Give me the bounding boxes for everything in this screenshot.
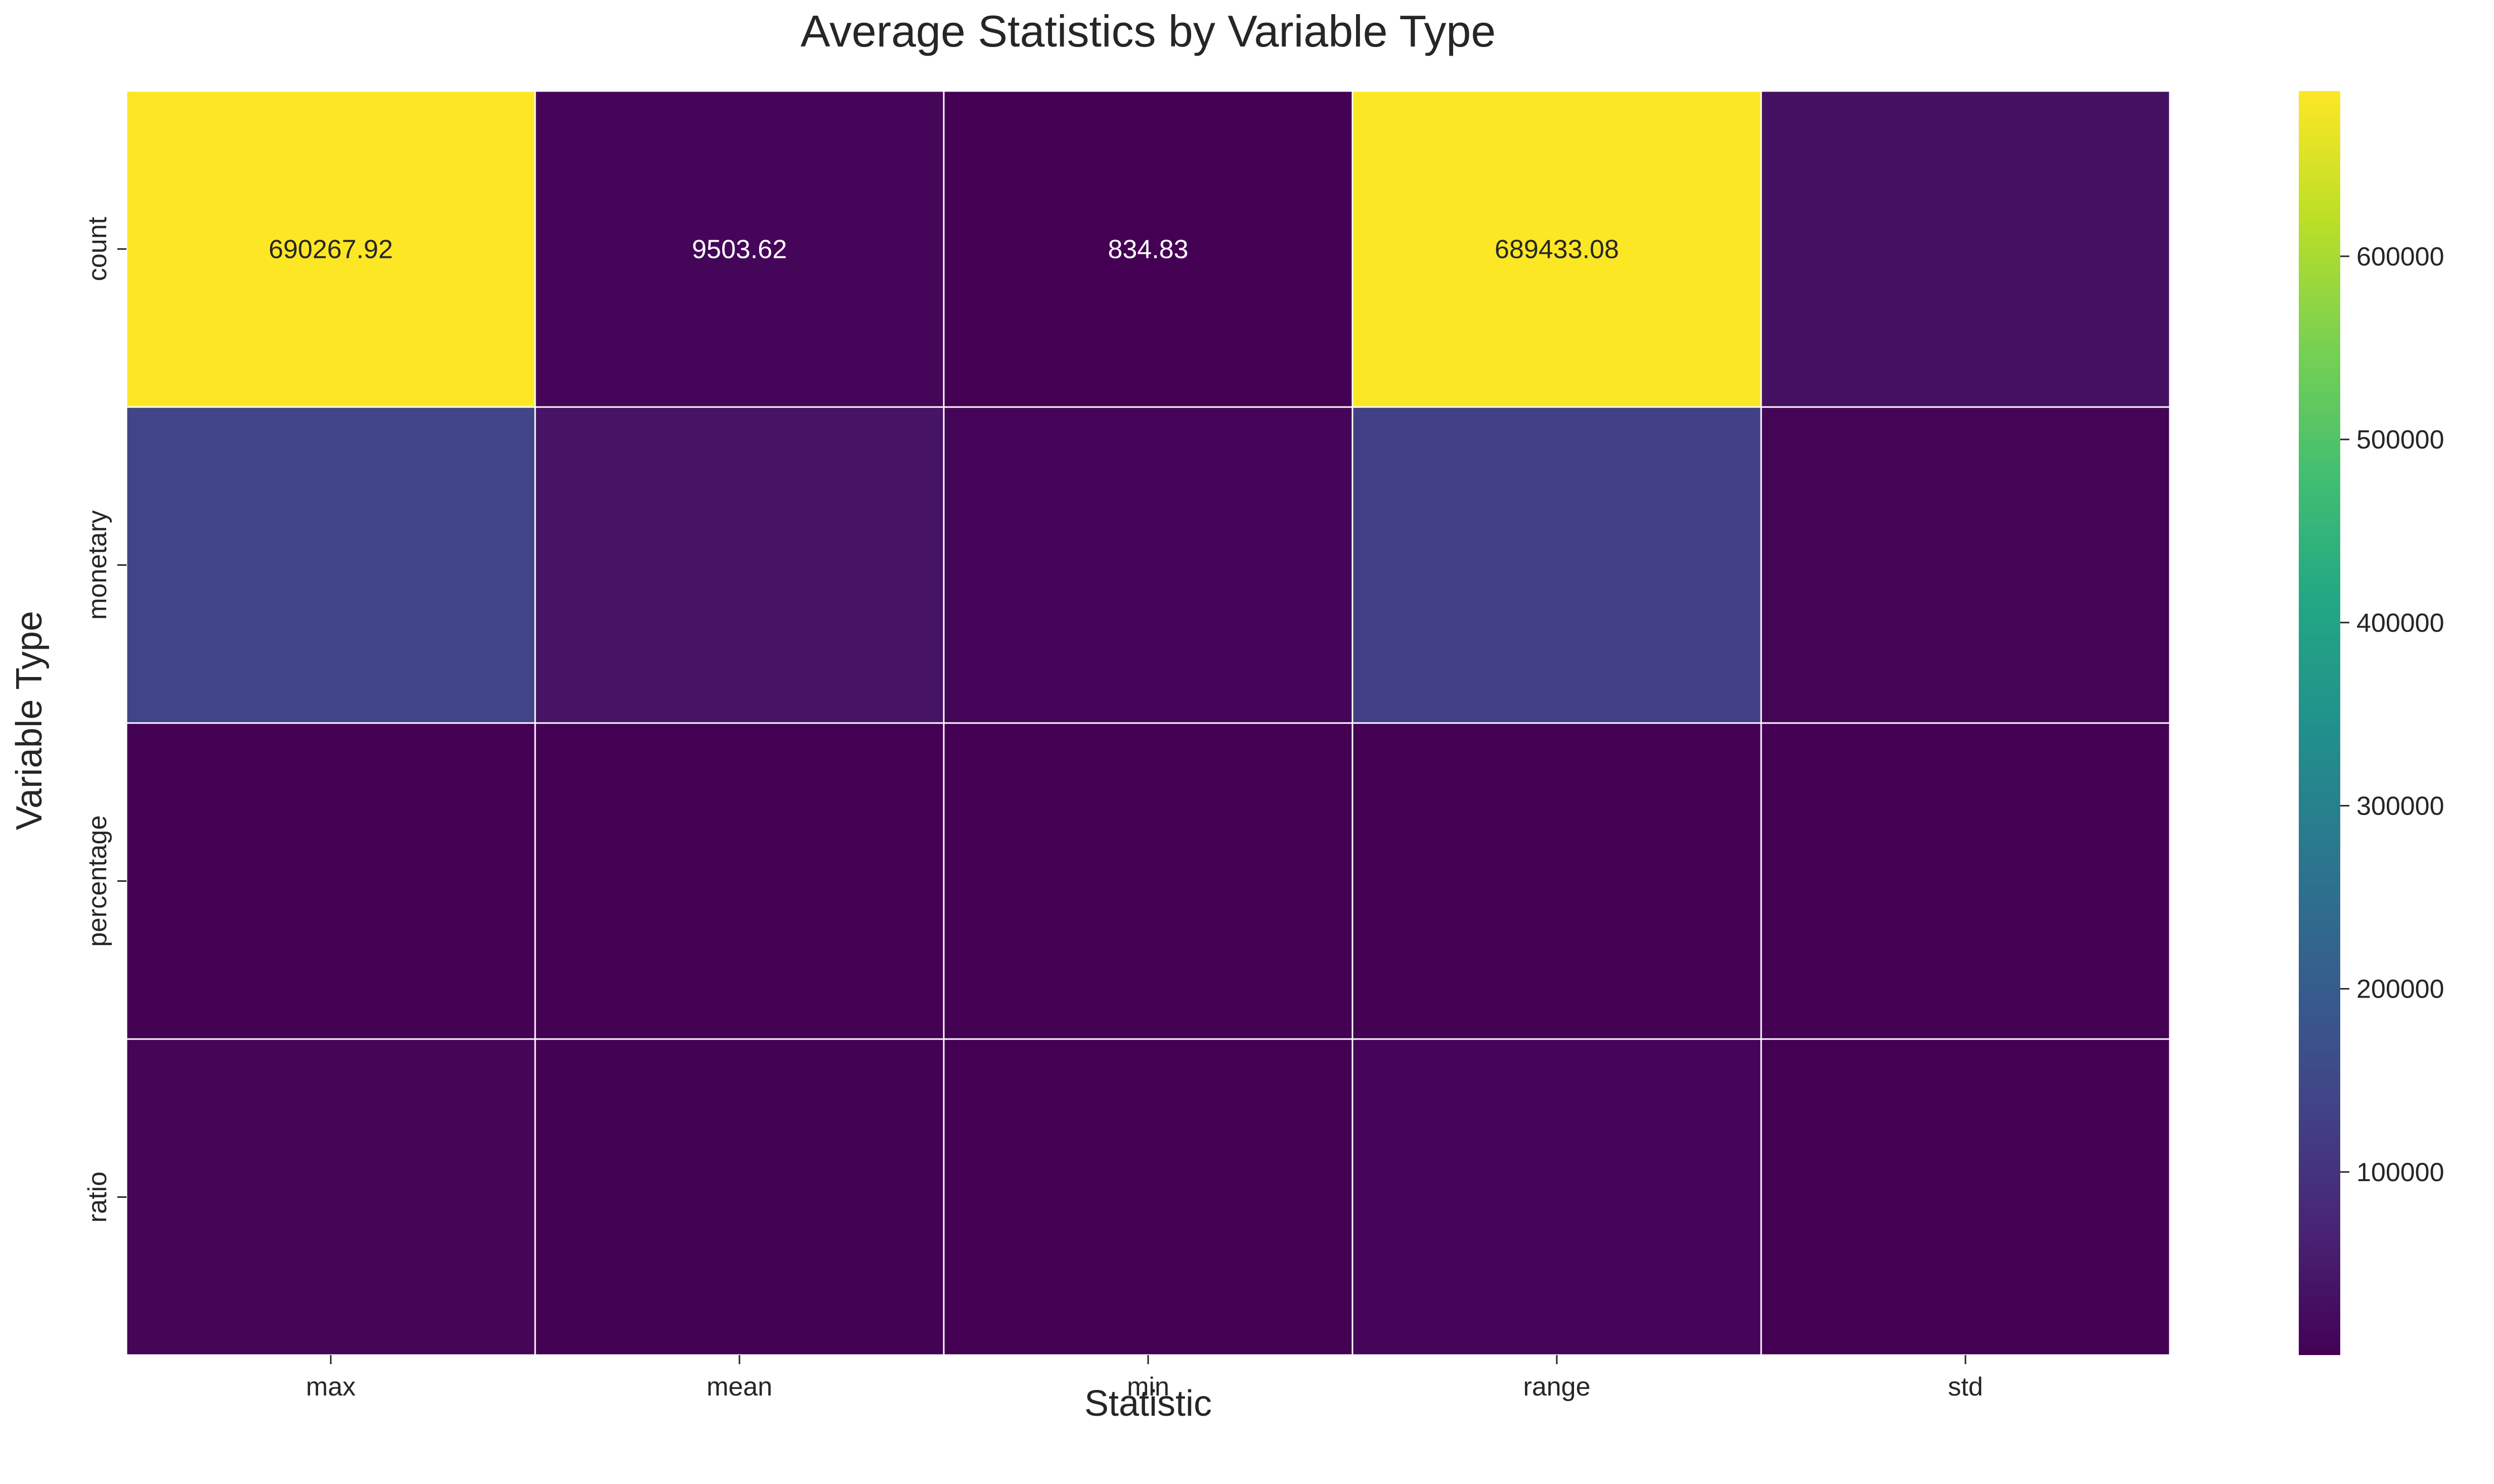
heatmap-cell-percentage-min bbox=[943, 722, 1353, 1040]
cell-value-label: 690267.92 bbox=[269, 235, 393, 264]
heatmap-cell-count-max bbox=[125, 90, 536, 408]
heatmap-cell-percentage-max bbox=[125, 722, 536, 1040]
heatmap-cell-count-range bbox=[1351, 90, 1762, 408]
y-tick-label: percentage bbox=[83, 815, 112, 947]
heatmap-cell-ratio-mean bbox=[534, 1038, 945, 1356]
chart-title: Average Statistics by Variable Type bbox=[801, 6, 1496, 56]
colorbar-tick-label: 300000 bbox=[2356, 791, 2444, 821]
x-axis-label: Statistic bbox=[1084, 1383, 1212, 1424]
x-tick-label: std bbox=[1948, 1372, 1983, 1402]
heatmap-cell-percentage-mean bbox=[534, 722, 945, 1040]
x-tick-label: range bbox=[1523, 1372, 1591, 1402]
colorbar bbox=[2299, 91, 2340, 1355]
colorbar-tick-label: 600000 bbox=[2356, 242, 2444, 272]
heatmap-cell-percentage-range bbox=[1351, 722, 1762, 1040]
heatmap-cell-ratio-min bbox=[943, 1038, 1353, 1356]
heatmap-cell-count-std bbox=[1760, 90, 2171, 408]
heatmap-cell-labels: 690267.92 9503.62 834.83 689433.08 bbox=[269, 235, 1619, 264]
heatmap-cell-monetary-max bbox=[125, 406, 536, 724]
heatmap-cell-monetary-range bbox=[1351, 406, 1762, 724]
x-tick-label: mean bbox=[707, 1372, 772, 1402]
heatmap-cell-monetary-min bbox=[943, 406, 1353, 724]
cell-value-label: 9503.62 bbox=[692, 235, 787, 264]
heatmap-cell-ratio-max bbox=[125, 1038, 536, 1356]
heatmap-cells bbox=[125, 90, 2171, 1356]
colorbar-ticks: 100000 200000 300000 400000 500000 600000 bbox=[2340, 242, 2444, 1187]
cell-value-label: 834.83 bbox=[1108, 235, 1188, 264]
cell-value-label: 689433.08 bbox=[1495, 235, 1619, 264]
colorbar-tick-label: 100000 bbox=[2356, 1158, 2444, 1187]
colorbar-tick-label: 200000 bbox=[2356, 975, 2444, 1004]
colorbar-tick-label: 400000 bbox=[2356, 608, 2444, 638]
y-axis-ticks: count monetary percentage ratio bbox=[83, 216, 126, 1223]
heatmap-cell-ratio-std bbox=[1760, 1038, 2171, 1356]
colorbar-tick-label: 500000 bbox=[2356, 425, 2444, 455]
heatmap-cell-percentage-std bbox=[1760, 722, 2171, 1040]
heatmap-cell-count-mean bbox=[534, 90, 945, 408]
x-axis-ticks: max mean min range std bbox=[306, 1355, 1983, 1402]
heatmap-cell-monetary-std bbox=[1760, 406, 2171, 724]
y-tick-label: count bbox=[83, 216, 112, 281]
x-tick-label: max bbox=[306, 1372, 356, 1402]
heatmap-cell-monetary-mean bbox=[534, 406, 945, 724]
y-tick-label: ratio bbox=[83, 1172, 112, 1223]
y-tick-label: monetary bbox=[83, 510, 112, 620]
y-axis-label: Variable Type bbox=[9, 611, 50, 830]
heatmap-cell-ratio-range bbox=[1351, 1038, 1762, 1356]
x-tick-label: min bbox=[1127, 1372, 1169, 1402]
heatmap-cell-count-min bbox=[943, 90, 1353, 408]
